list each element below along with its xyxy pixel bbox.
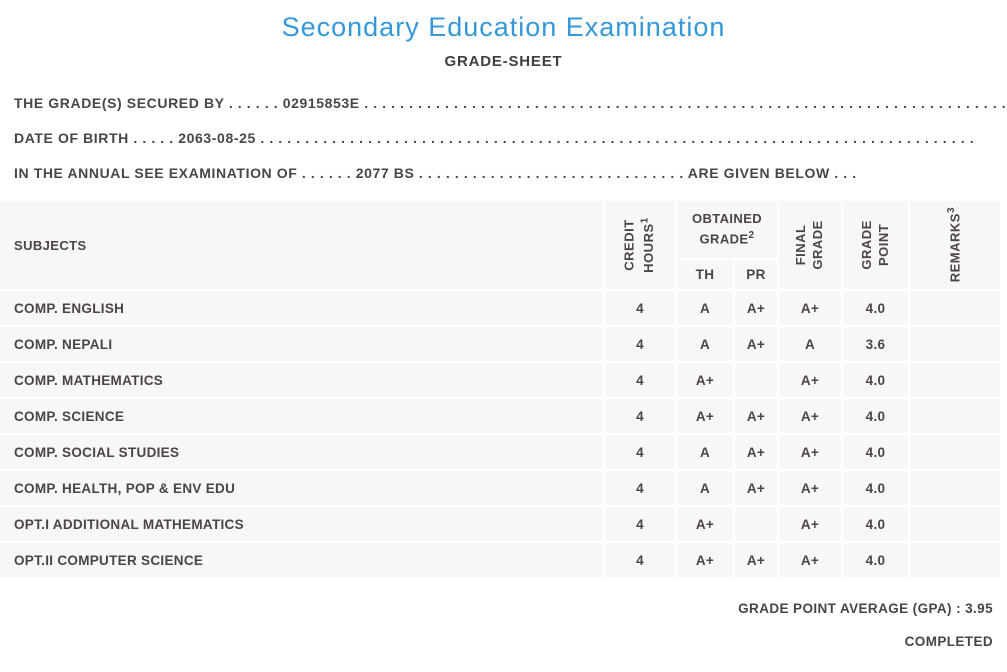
page-title: Secondary Education Examination bbox=[281, 12, 726, 42]
gpa-line: GRADE POINT AVERAGE (GPA) : 3.95 bbox=[738, 601, 993, 616]
footnote-1-marker: 1 bbox=[639, 217, 651, 224]
remarks-cell bbox=[910, 507, 1000, 541]
theory-subcolumn-header: TH bbox=[677, 260, 733, 289]
candidate-info: THE GRADE(S) SECURED BY . . . . . . 0291… bbox=[0, 86, 1007, 191]
credit-hours-column-header: CREDIT HOURS1 bbox=[605, 201, 675, 289]
credit-hours-cell: 4 bbox=[605, 435, 675, 469]
grade-point-cell: 4.0 bbox=[843, 543, 908, 577]
info-line-examination-year: IN THE ANNUAL SEE EXAMINATION OF . . . .… bbox=[14, 165, 857, 181]
theory-grade-cell: A+ bbox=[677, 363, 733, 397]
page-subtitle: GRADE-SHEET bbox=[444, 53, 563, 70]
final-grade-cell: A+ bbox=[779, 435, 841, 469]
table-row: OPT.I ADDITIONAL MATHEMATICS 4 A+ A+ 4.0 bbox=[0, 507, 1000, 541]
grade-point-cell: 4.0 bbox=[843, 507, 908, 541]
grades-table-header: SUBJECTS CREDIT HOURS1 OBTAINED GRADE2 T… bbox=[0, 201, 1000, 289]
table-row: COMP. NEPALI 4 A A+ A 3.6 bbox=[0, 327, 1000, 361]
grade-point-cell: 4.0 bbox=[843, 291, 908, 325]
info-line-symbol-number: THE GRADE(S) SECURED BY . . . . . . 0291… bbox=[14, 95, 1007, 111]
remarks-column-header: REMARKS3 bbox=[910, 201, 1000, 289]
final-grade-cell: A+ bbox=[779, 291, 841, 325]
practical-grade-cell: A+ bbox=[735, 291, 777, 325]
subject-cell: COMP. ENGLISH bbox=[0, 291, 603, 325]
grade-point-label: GRADE POINT bbox=[858, 220, 891, 270]
remarks-cell bbox=[910, 435, 1000, 469]
credit-hours-cell: 4 bbox=[605, 543, 675, 577]
practical-grade-cell bbox=[735, 507, 777, 541]
final-grade-cell: A+ bbox=[779, 399, 841, 433]
obtained-grade-column-header: OBTAINED GRADE2 bbox=[677, 201, 777, 258]
credit-hours-cell: 4 bbox=[605, 399, 675, 433]
table-row: COMP. ENGLISH 4 A A+ A+ 4.0 bbox=[0, 291, 1000, 325]
theory-grade-cell: A bbox=[677, 435, 733, 469]
practical-grade-cell: A+ bbox=[735, 543, 777, 577]
final-grade-cell: A+ bbox=[779, 363, 841, 397]
subjects-column-header: SUBJECTS bbox=[0, 201, 603, 289]
subject-cell: OPT.II COMPUTER SCIENCE bbox=[0, 543, 603, 577]
practical-grade-cell: A+ bbox=[735, 399, 777, 433]
practical-grade-cell: A+ bbox=[735, 327, 777, 361]
final-grade-cell: A+ bbox=[779, 543, 841, 577]
info-line-date-of-birth: DATE OF BIRTH . . . . . 2063-08-25 . . .… bbox=[14, 130, 975, 146]
theory-grade-cell: A bbox=[677, 471, 733, 505]
theory-grade-cell: A bbox=[677, 291, 733, 325]
remarks-cell bbox=[910, 471, 1000, 505]
remarks-label: REMARKS3 bbox=[946, 207, 963, 283]
table-row: COMP. SOCIAL STUDIES 4 A A+ A+ 4.0 bbox=[0, 435, 1000, 469]
remarks-cell bbox=[910, 399, 1000, 433]
table-row: COMP. HEALTH, POP & ENV EDU 4 A A+ A+ 4.… bbox=[0, 471, 1000, 505]
grade-point-cell: 4.0 bbox=[843, 471, 908, 505]
credit-hours-cell: 4 bbox=[605, 363, 675, 397]
grade-point-cell: 3.6 bbox=[843, 327, 908, 361]
remarks-cell bbox=[910, 327, 1000, 361]
table-row: COMP. MATHEMATICS 4 A+ A+ 4.0 bbox=[0, 363, 1000, 397]
final-grade-column-header: FINAL GRADE bbox=[779, 201, 841, 289]
credit-hours-cell: 4 bbox=[605, 327, 675, 361]
remarks-cell bbox=[910, 363, 1000, 397]
credit-hours-cell: 4 bbox=[605, 471, 675, 505]
obtained-grade-label: OBTAINED GRADE2 bbox=[691, 210, 763, 247]
subject-cell: OPT.I ADDITIONAL MATHEMATICS bbox=[0, 507, 603, 541]
theory-grade-cell: A bbox=[677, 327, 733, 361]
result-summary: GRADE POINT AVERAGE (GPA) : 3.95 COMPLET… bbox=[0, 601, 1007, 649]
theory-grade-cell: A+ bbox=[677, 399, 733, 433]
footnote-3-marker: 3 bbox=[946, 207, 958, 214]
result-status: COMPLETED bbox=[904, 634, 993, 649]
subject-cell: COMP. SCIENCE bbox=[0, 399, 603, 433]
grades-table: SUBJECTS CREDIT HOURS1 OBTAINED GRADE2 T… bbox=[0, 201, 1007, 577]
theory-grade-cell: A+ bbox=[677, 543, 733, 577]
grade-point-column-header: GRADE POINT bbox=[843, 201, 908, 289]
footnote-2-marker: 2 bbox=[748, 229, 755, 241]
table-row: COMP. SCIENCE 4 A+ A+ A+ 4.0 bbox=[0, 399, 1000, 433]
remarks-cell bbox=[910, 291, 1000, 325]
subject-cell: COMP. SOCIAL STUDIES bbox=[0, 435, 603, 469]
subject-cell: COMP. MATHEMATICS bbox=[0, 363, 603, 397]
grade-point-cell: 4.0 bbox=[843, 435, 908, 469]
credit-hours-cell: 4 bbox=[605, 291, 675, 325]
theory-grade-cell: A+ bbox=[677, 507, 733, 541]
credit-hours-label: CREDIT HOURS1 bbox=[621, 217, 657, 273]
grade-point-cell: 4.0 bbox=[843, 363, 908, 397]
practical-grade-cell: A+ bbox=[735, 471, 777, 505]
table-row: OPT.II COMPUTER SCIENCE 4 A+ A+ A+ 4.0 bbox=[0, 543, 1000, 577]
subject-cell: COMP. NEPALI bbox=[0, 327, 603, 361]
final-grade-cell: A bbox=[779, 327, 841, 361]
final-grade-cell: A+ bbox=[779, 471, 841, 505]
final-grade-label: FINAL GRADE bbox=[793, 220, 825, 270]
remarks-cell bbox=[910, 543, 1000, 577]
final-grade-cell: A+ bbox=[779, 507, 841, 541]
subject-cell: COMP. HEALTH, POP & ENV EDU bbox=[0, 471, 603, 505]
practical-subcolumn-header: PR bbox=[735, 260, 777, 289]
grade-point-cell: 4.0 bbox=[843, 399, 908, 433]
practical-grade-cell: A+ bbox=[735, 435, 777, 469]
credit-hours-cell: 4 bbox=[605, 507, 675, 541]
practical-grade-cell bbox=[735, 363, 777, 397]
